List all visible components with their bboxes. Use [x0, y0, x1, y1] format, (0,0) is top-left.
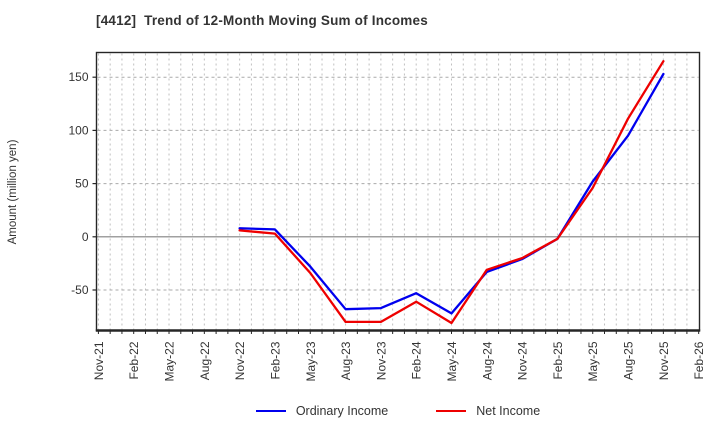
svg-text:0: 0	[82, 230, 89, 244]
svg-text:-50: -50	[71, 283, 89, 297]
svg-text:May-23: May-23	[304, 341, 318, 381]
legend-label-ordinary-income: Ordinary Income	[295, 404, 389, 418]
ordinary-income-line-swatch	[255, 410, 286, 412]
svg-text:Feb-22: Feb-22	[127, 341, 141, 379]
svg-text:Aug-24: Aug-24	[480, 341, 494, 380]
svg-text:Nov-24: Nov-24	[516, 341, 530, 380]
legend-item-ordinary-income: Ordinary Income	[255, 404, 389, 418]
svg-text:Aug-22: Aug-22	[198, 341, 212, 380]
svg-text:May-25: May-25	[586, 341, 600, 381]
net-income-line-swatch	[436, 410, 467, 412]
svg-text:Aug-23: Aug-23	[339, 341, 353, 380]
svg-text:100: 100	[68, 123, 88, 137]
svg-text:May-22: May-22	[163, 341, 177, 381]
svg-text:Feb-23: Feb-23	[268, 341, 282, 379]
svg-text:Feb-24: Feb-24	[410, 341, 424, 379]
legend-label-net-income: Net Income	[476, 404, 541, 418]
svg-text:May-24: May-24	[445, 341, 459, 381]
svg-text:Nov-23: Nov-23	[374, 341, 388, 380]
svg-text:Nov-21: Nov-21	[92, 341, 106, 380]
svg-text:150: 150	[68, 70, 88, 84]
chart-legend: Ordinary Income Net Income	[96, 404, 700, 418]
svg-text:Aug-25: Aug-25	[622, 341, 636, 380]
svg-text:50: 50	[75, 177, 89, 191]
svg-text:Feb-25: Feb-25	[551, 341, 565, 379]
svg-text:Feb-26: Feb-26	[692, 341, 706, 379]
chart-title: [4412] Trend of 12-Month Moving Sum of I…	[96, 13, 428, 28]
svg-text:Nov-25: Nov-25	[657, 341, 671, 380]
svg-text:Nov-22: Nov-22	[233, 341, 247, 380]
legend-item-net-income: Net Income	[436, 404, 540, 418]
